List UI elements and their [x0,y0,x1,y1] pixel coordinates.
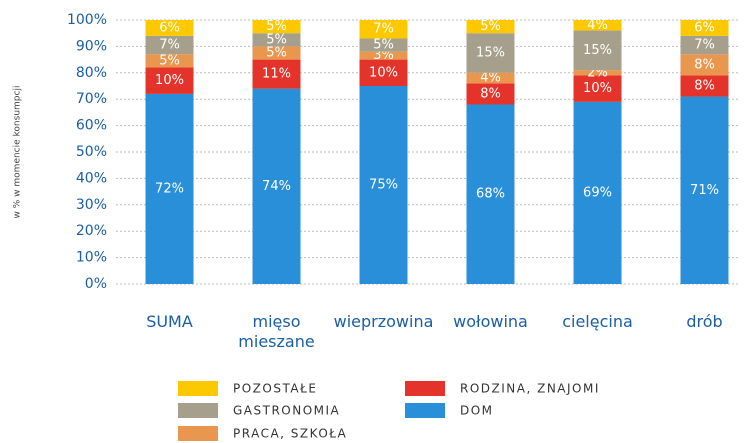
value-label: 8% [694,57,715,72]
value-label: 69% [583,185,612,200]
value-label: 7% [159,38,180,53]
legend-label: DOM [460,404,494,418]
value-label: 7% [373,22,394,37]
y-tick-label: 90% [76,38,107,54]
legend-label: PRACA, SZKOŁA [233,427,347,441]
x-tick-label: drób [686,312,723,331]
value-label: 10% [583,81,612,96]
legend-swatch [405,381,445,396]
bar-segment [466,20,515,34]
value-label: 10% [369,65,398,80]
value-label: 6% [694,20,715,35]
bar-segment [145,67,194,94]
bar-segment [145,35,194,55]
value-label: 6% [159,20,180,35]
value-label: 5% [159,53,180,68]
value-label: 8% [480,86,501,101]
legend-swatch [178,403,218,418]
bar-segment [680,20,729,36]
value-label: 71% [690,183,719,198]
x-tick-label: wieprzowina [333,312,434,331]
bar-segment [680,35,729,55]
value-label: 4% [587,18,608,33]
y-tick-label: 30% [76,197,107,213]
x-tick-label: SUMA [146,312,193,331]
x-tick-label: mięso mieszane [238,312,315,351]
bar-segment [359,59,408,86]
bar-segment [252,20,301,34]
bar-segment [252,88,301,284]
value-label: 11% [262,67,291,82]
y-axis-label: w % w momencie konsumpcji [13,86,23,219]
bar-segment [466,83,515,105]
bar-segment [252,59,301,89]
legend-swatch [405,403,445,418]
bar-segment [145,54,194,68]
legend-label: RODZINA, ZNAJOMI [460,382,600,396]
value-label: 7% [694,38,715,53]
value-label: 4% [480,71,501,86]
bar-segment [466,33,515,73]
legend-label: GASTRONOMIA [233,404,340,418]
bar-segment [573,30,622,71]
bar-segment [145,93,194,284]
bar-segment [252,46,301,60]
bar-segment [573,101,622,284]
x-tick-label: wołowina [453,312,528,331]
y-tick-label: 20% [76,223,107,239]
value-label: 75% [369,178,398,193]
bar-segment [573,75,622,102]
bar-segment [573,70,622,76]
y-tick-label: 70% [76,91,107,107]
value-label: 10% [155,73,184,88]
legend-swatch [178,381,218,396]
value-label: 8% [694,79,715,94]
bar-segment [680,75,729,97]
x-tick-label: cielęcina [562,312,633,331]
value-label: 5% [373,38,394,53]
value-label: 3% [373,48,394,63]
value-label: 5% [266,19,287,34]
bar-segment [252,33,301,47]
y-tick-label: 10% [76,250,107,266]
y-tick-label: 0% [85,276,107,292]
bar-segment [573,20,622,31]
value-label: 15% [476,46,505,61]
y-tick-label: 50% [76,144,107,160]
value-label: 15% [583,43,612,58]
legend-label: POZOSTAŁE [233,382,317,396]
y-tick-label: 60% [76,118,107,134]
bar-segment [359,20,408,39]
bar-segment [359,51,408,60]
y-tick-label: 100% [67,12,107,28]
value-label: 5% [480,19,501,34]
value-label: 74% [262,179,291,194]
bar-segment [680,96,729,284]
y-tick-label: 40% [76,170,107,186]
bar-segment [680,54,729,76]
bar-segment [145,20,194,36]
value-label: 5% [266,32,287,47]
bar-segment [359,86,408,284]
legend-swatch [178,426,218,441]
y-tick-label: 80% [76,65,107,81]
bar-segment [466,104,515,284]
bar-segment [466,72,515,84]
bar-segment [359,38,408,52]
value-label: 68% [476,187,505,202]
value-label: 72% [155,181,184,196]
value-label: 5% [266,46,287,61]
